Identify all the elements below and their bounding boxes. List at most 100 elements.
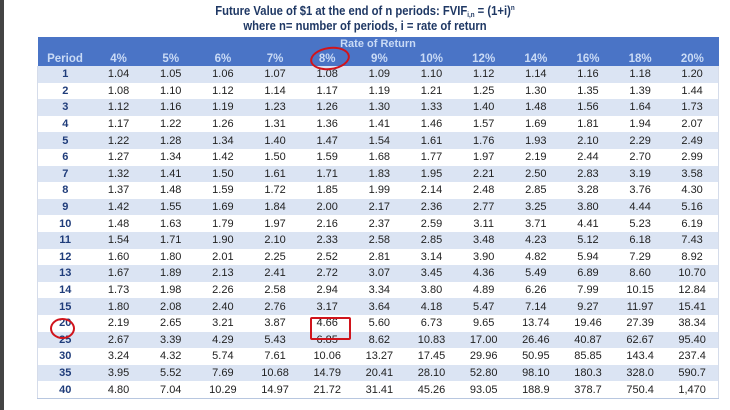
value-cell: 2.94 [301, 281, 354, 299]
value-cell: 1.67 [92, 265, 145, 282]
table-row: 5 1.22 1.28 1.34 1.40 1.47 1.54 1.61 1.76 1.93 2.1… [37, 132, 719, 149]
period-cell: 10 [37, 215, 93, 232]
value-cell: 1.69 [509, 115, 562, 133]
column-header-rate: 7% [248, 51, 302, 66]
value-cell: 2.85 [509, 182, 562, 199]
value-cell: 5.47 [457, 298, 510, 315]
value-cell: 4.89 [457, 281, 510, 299]
value-cell: 1.95 [405, 165, 458, 183]
value-cell: 8.92 [666, 248, 719, 266]
value-cell: 1.20 [666, 66, 719, 83]
title-text: Future Value of $1 at the end of n perio… [215, 4, 468, 18]
value-cell: 1.40 [248, 132, 302, 149]
value-cell: 27.39 [614, 314, 667, 332]
value-cell: 3.19 [614, 165, 667, 183]
value-cell: 3.71 [509, 215, 562, 232]
value-cell: 1.10 [405, 66, 458, 83]
value-cell: 1.50 [196, 165, 249, 183]
value-cell: 1.60 [92, 248, 145, 266]
value-cell: 1.17 [301, 82, 354, 100]
table-row: 14 1.73 1.98 2.26 2.58 2.94 3.34 3.80 4.89 6.26 7.… [37, 281, 719, 299]
value-cell: 1.14 [509, 66, 562, 83]
value-cell: 1.26 [301, 99, 354, 116]
value-cell: 62.67 [614, 331, 667, 349]
value-cell: 2.29 [614, 132, 667, 149]
value-cell: 1.16 [144, 99, 197, 116]
value-cell: 1.54 [92, 231, 145, 249]
value-cell: 1.17 [92, 115, 145, 133]
value-cell: 6.26 [509, 281, 562, 299]
value-cell: 2.58 [353, 231, 406, 249]
column-header-rate: 14% [509, 51, 562, 66]
value-cell: 4.23 [509, 231, 562, 249]
value-cell: 2.99 [666, 148, 719, 166]
value-cell: 1,470 [666, 381, 719, 399]
value-cell: 8.60 [614, 265, 667, 282]
value-cell: 1.99 [353, 182, 406, 199]
column-header-rate: 10% [405, 51, 458, 66]
period-cell: 3 [37, 99, 93, 116]
value-cell: 1.12 [196, 82, 249, 100]
value-cell: 2.08 [144, 298, 197, 315]
value-cell: 5.23 [614, 215, 667, 232]
value-cell: 2.21 [457, 165, 510, 183]
period-cell: 35 [37, 364, 93, 382]
value-cell: 5.43 [248, 331, 302, 349]
value-cell: 3.80 [405, 281, 458, 299]
value-cell: 3.39 [144, 331, 197, 349]
value-cell: 26.46 [509, 331, 562, 349]
value-cell: 1.97 [248, 215, 302, 232]
value-cell: 1.19 [196, 99, 249, 116]
value-cell: 11.97 [614, 298, 667, 315]
value-cell: 1.59 [196, 182, 249, 199]
value-cell: 1.08 [301, 66, 354, 83]
value-cell: 1.12 [457, 66, 510, 83]
value-cell: 3.87 [248, 314, 302, 332]
value-cell: 5.16 [666, 198, 719, 216]
value-cell: 50.95 [509, 348, 562, 365]
value-cell: 2.77 [457, 198, 510, 216]
value-cell: 1.14 [248, 82, 302, 100]
value-cell: 3.90 [457, 248, 510, 266]
value-cell: 4.36 [457, 265, 510, 282]
value-cell: 6.89 [561, 265, 615, 282]
value-cell: 6.19 [666, 215, 719, 232]
column-header-period: Period [37, 51, 93, 66]
fvif-table: Rate of Return Period 4% 5% 6% 7% 8% 9% 10% 12% 1… [37, 37, 719, 399]
value-cell: 1.73 [92, 281, 145, 299]
value-cell: 1.12 [92, 99, 145, 116]
column-header-rate: 18% [614, 51, 667, 66]
value-cell: 2.00 [301, 198, 354, 216]
table-row: 4 1.17 1.22 1.26 1.31 1.36 1.41 1.46 1.57 1.69 1.8… [37, 115, 719, 133]
value-cell: 2.10 [561, 132, 615, 149]
value-cell: 2.13 [196, 265, 249, 282]
value-cell: 1.73 [666, 99, 719, 116]
table-row: 3 1.12 1.16 1.19 1.23 1.26 1.30 1.33 1.40 1.48 1.5… [37, 99, 719, 116]
value-cell: 1.48 [144, 182, 197, 199]
value-cell: 3.28 [561, 182, 615, 199]
window-edge [0, 0, 4, 410]
value-cell: 2.14 [405, 182, 458, 199]
value-cell: 17.45 [405, 348, 458, 365]
value-cell: 3.76 [614, 182, 667, 199]
value-cell: 3.11 [457, 215, 510, 232]
value-cell: 2.19 [509, 148, 562, 166]
value-cell: 1.21 [405, 82, 458, 100]
value-cell: 5.60 [353, 314, 406, 332]
table-row: 13 1.67 1.89 2.13 2.41 2.72 3.07 3.45 4.36 5.49 6.… [37, 265, 719, 282]
value-cell: 1.50 [248, 148, 302, 166]
value-cell: 2.48 [457, 182, 510, 199]
value-cell: 5.74 [196, 348, 249, 365]
value-cell: 1.10 [144, 82, 197, 100]
value-cell: 2.58 [248, 281, 302, 299]
value-cell: 1.46 [405, 115, 458, 133]
value-cell: 10.68 [248, 364, 302, 382]
value-cell: 2.16 [301, 215, 354, 232]
value-cell: 2.40 [196, 298, 249, 315]
value-cell: 1.57 [457, 115, 510, 133]
value-cell: 1.89 [144, 265, 197, 282]
value-cell: 3.25 [509, 198, 562, 216]
value-cell: 2.10 [248, 231, 302, 249]
value-cell: 3.07 [353, 265, 406, 282]
value-cell: 6.85 [301, 331, 354, 349]
